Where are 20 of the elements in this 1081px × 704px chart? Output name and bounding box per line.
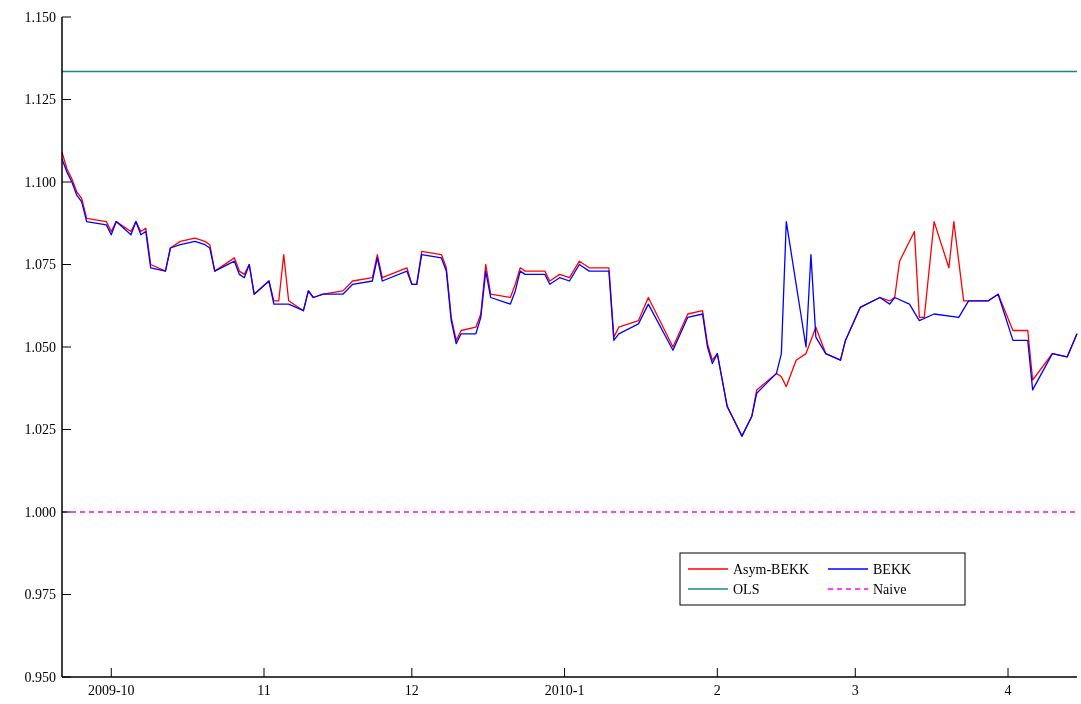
- y-tick-label: 1.050: [24, 339, 56, 355]
- y-tick-label: 1.150: [24, 9, 56, 25]
- legend-label: Asym-BEKK: [733, 561, 810, 577]
- y-tick-label: 1.100: [24, 174, 56, 190]
- y-tick-label: 1.125: [24, 92, 56, 108]
- y-tick-label: 0.950: [24, 669, 56, 685]
- x-tick-label: 2: [713, 683, 721, 698]
- x-tick-label: 12: [404, 683, 419, 698]
- y-tick-label: 0.975: [24, 587, 56, 603]
- legend-label: OLS: [733, 581, 760, 597]
- y-tick-label: 1.025: [24, 422, 56, 438]
- y-tick-label: 1.075: [24, 257, 56, 273]
- x-tick-label: 11: [257, 683, 271, 698]
- legend-label: BEKK: [873, 561, 912, 577]
- x-tick-label: 2010-1: [544, 683, 585, 698]
- legend-label: Naive: [873, 581, 907, 597]
- x-tick-label: 4: [1004, 683, 1012, 698]
- x-tick-label: 3: [851, 683, 859, 698]
- y-tick-label: 1.000: [24, 504, 56, 520]
- x-tick-label: 2009-10: [87, 683, 135, 698]
